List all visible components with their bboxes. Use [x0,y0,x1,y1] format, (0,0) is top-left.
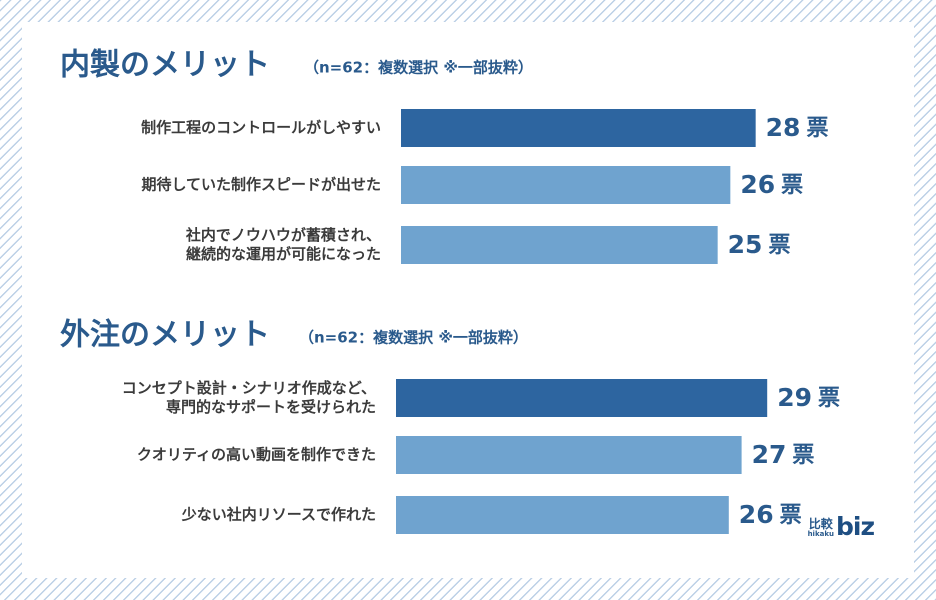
category-label: 専門的なサポートを受けられた [166,398,376,416]
bar [401,166,731,204]
value-unit: 票 [781,173,803,198]
category-label: 期待していた制作スピードが出せた [141,176,381,194]
value-unit: 票 [806,116,828,141]
value-label: 28 票 [766,113,829,142]
chart-card: 内製のメリット （n=62：複数選択 ※一部抜粋） 制作工程のコントロールがしやすい… [22,22,914,578]
value-unit: 票 [780,503,802,528]
category-label: 制作工程のコントロールがしやすい [141,119,381,137]
chart-subtitle: （n=62：複数選択 ※一部抜粋） [304,59,533,77]
category-label: コンセプト設計・シナリオ作成など、 [122,379,376,397]
category-label: クオリティの高い動画を制作できた [137,446,376,464]
bar [396,436,742,474]
category-label: 少ない社内リソースで作れた [181,506,376,524]
value-label: 26 票 [739,500,802,529]
value-label: 26 票 [740,170,803,199]
chart-section-2: 外注のメリット （n=62：複数選択 ※一部抜粋） コンセプト設計・シナリオ作成など… [60,318,840,534]
chart-canvas: 内製のメリット （n=62：複数選択 ※一部抜粋） 制作工程のコントロールがしやすい… [60,48,840,534]
chart-section-1: 内製のメリット （n=62：複数選択 ※一部抜粋） 制作工程のコントロールがしやすい… [60,48,829,264]
value-label: 27 票 [752,440,815,469]
chart-subtitle: （n=62：複数選択 ※一部抜粋） [299,329,528,347]
hikaku-biz-logo: 比較 hikaku biz [807,512,875,541]
logo-kanji-text: 比較 [808,517,833,531]
bar [396,379,768,417]
logo-roman-text: hikaku [807,530,834,538]
value-label: 25 票 [728,230,791,259]
chart-title: 内製のメリット [60,48,270,83]
bar [396,496,729,534]
value-unit: 票 [768,233,790,258]
category-label: 社内でノウハウが蓄積され、 [185,226,381,244]
category-label: 継続的な運用が可能になった [186,245,381,263]
value-unit: 票 [792,443,814,468]
bar [401,109,756,147]
value-label: 29 票 [777,383,840,412]
logo-biz-mark: biz [835,512,875,541]
value-unit: 票 [818,386,840,411]
bar [401,226,718,264]
chart-title: 外注のメリット [60,318,270,353]
